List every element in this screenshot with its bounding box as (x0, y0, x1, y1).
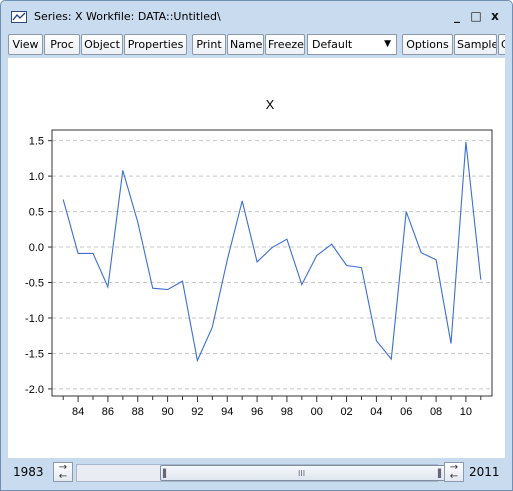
x-tick-label: 04 (370, 406, 382, 418)
x-tick-label: 92 (191, 406, 203, 418)
x-tick-label: 86 (102, 406, 114, 418)
x-tick-label: 10 (460, 406, 472, 418)
x-tick-label: 96 (251, 406, 263, 418)
series-line (62, 142, 482, 363)
gridlines (52, 140, 492, 390)
window-title: Series: X Workfile: DATA::Untitled\ (34, 10, 221, 23)
y-tick-label: 1.5 (29, 136, 44, 148)
chevron-down-icon: ▼ (384, 39, 391, 49)
minimize-button[interactable]: _ (454, 9, 460, 23)
start-stepper[interactable]: → ← (53, 462, 73, 482)
close-button[interactable]: x (491, 9, 499, 23)
x-tick-label: 94 (221, 406, 233, 418)
x-axis: 84 86 88 90 92 94 96 98 00 02 04 06 08 10 (62, 396, 482, 418)
genr-button[interactable]: G (498, 34, 505, 55)
y-tick-label: 1.0 (29, 171, 44, 183)
chart-title: X (266, 97, 275, 112)
series-window-icon (11, 11, 27, 23)
print-button[interactable]: Print (192, 34, 226, 55)
maximize-button[interactable]: □ (470, 9, 482, 23)
y-tick-label: 0.0 (29, 242, 44, 254)
title-bar[interactable]: Series: X Workfile: DATA::Untitled\ _ □ … (1, 1, 512, 33)
line-chart: X 1.5 1.0 0.5 0.0 -0.5 -1.0 -1.5 -2.0 84 86 88 90 9… (25, 97, 493, 418)
y-axis: 1.5 1.0 0.5 0.0 -0.5 -1.0 -1.5 -2.0 (25, 136, 52, 396)
y-tick-label: -1.0 (25, 313, 44, 325)
graph-canvas: X 1.5 1.0 0.5 0.0 -0.5 -1.0 -1.5 -2.0 84 86 88 90 9… (8, 58, 505, 458)
x-tick-label: 84 (72, 406, 84, 418)
x-tick-label: 98 (281, 406, 293, 418)
object-button[interactable]: Object (81, 34, 123, 55)
sample-scrollbar: 1983 → ← ▌ III ▌ → ← 2011 (8, 460, 505, 486)
left-grip-icon[interactable]: ▌ (163, 469, 170, 478)
x-tick-label: 06 (400, 406, 412, 418)
x-tick-label: 08 (430, 406, 442, 418)
toolbar: View Proc Object Properties Print Name F… (8, 34, 505, 56)
y-tick-label: -2.0 (25, 384, 44, 396)
dropdown-value: Default (312, 38, 353, 51)
end-stepper[interactable]: → ← (444, 462, 464, 482)
sample-start-label: 1983 (13, 465, 44, 479)
view-button[interactable]: View (8, 34, 43, 55)
sample-end-label: 2011 (469, 465, 500, 479)
properties-button[interactable]: Properties (124, 34, 187, 55)
y-tick-label: -1.5 (25, 348, 44, 360)
name-button[interactable]: Name (227, 34, 264, 55)
y-tick-label: 0.5 (29, 207, 44, 219)
options-button[interactable]: Options (402, 34, 453, 55)
plot-frame (51, 129, 493, 397)
x-tick-label: 88 (132, 406, 144, 418)
thumb-grip: III (298, 469, 306, 478)
y-tick-label: -0.5 (25, 278, 44, 290)
x-tick-label: 90 (161, 406, 173, 418)
graph-template-dropdown[interactable]: Default ▼ (307, 34, 397, 55)
freeze-button[interactable]: Freeze (265, 34, 305, 55)
sample-button[interactable]: Sample (454, 34, 497, 55)
x-tick-label: 00 (311, 406, 323, 418)
right-grip-icon[interactable]: ▌ (438, 469, 445, 478)
x-tick-label: 02 (340, 406, 352, 418)
proc-button[interactable]: Proc (44, 34, 80, 55)
scroll-thumb[interactable]: ▌ III ▌ (160, 465, 450, 481)
